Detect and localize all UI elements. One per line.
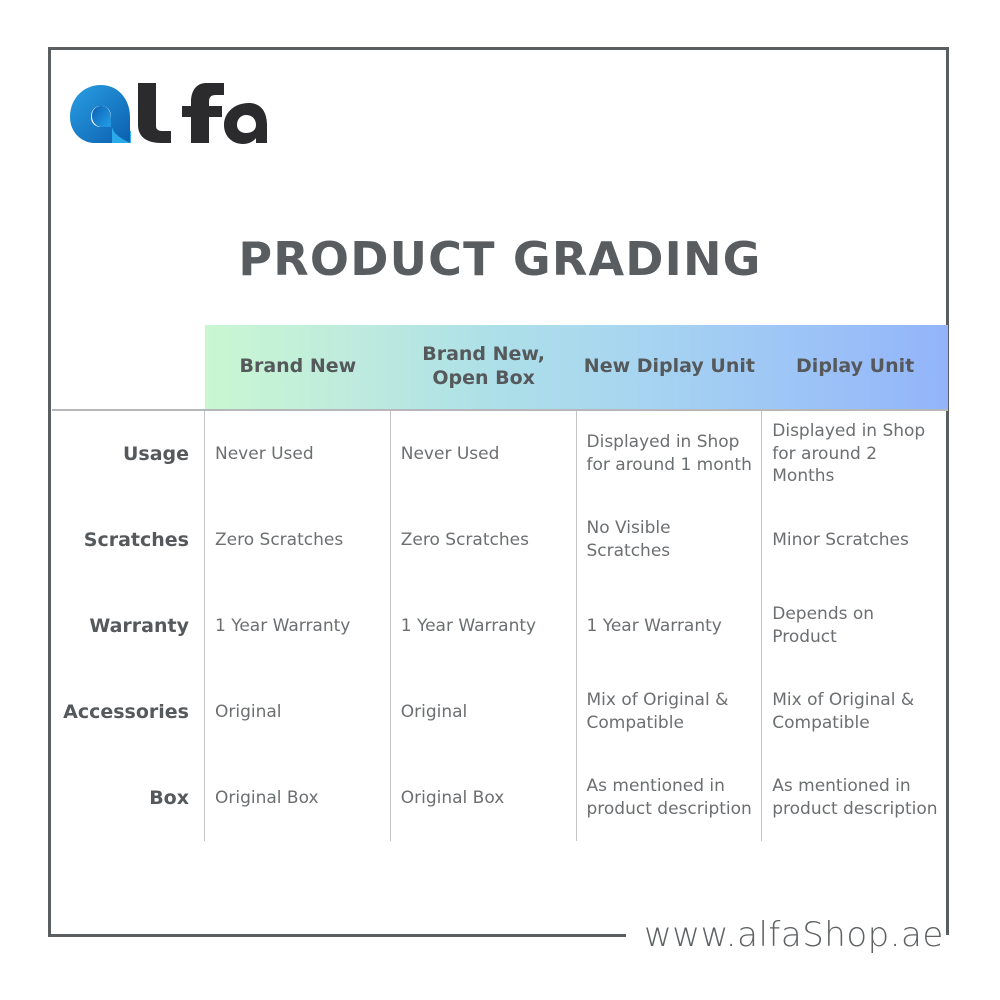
frame-border-bottom [48, 934, 626, 937]
row-label-usage: Usage [52, 411, 205, 497]
table-header-gradient-band [205, 325, 948, 409]
table-cell: Never Used [391, 411, 577, 497]
column-header-brand-new: Brand New [205, 325, 391, 409]
alfa-logo [68, 82, 268, 148]
row-label-accessories: Accessories [52, 669, 205, 755]
table-cell: Mix of Original & Compatible [577, 669, 763, 755]
column-header-brand-new-open-box: Brand New, Open Box [391, 325, 577, 409]
logo-a-mark [70, 85, 131, 143]
table-cell: 1 Year Warranty [577, 583, 763, 669]
column-header-label: New Diplay Unit [583, 355, 755, 378]
column-header-label: Brand New [239, 355, 357, 378]
table-cell: Depends on Product [772, 604, 875, 647]
column-header-new-diplay-unit: New Diplay Unit [577, 325, 763, 409]
table-body: Usage Never Used Never Used Displayed in… [52, 411, 948, 841]
product-grading-table: Brand New Brand New, Open Box New Diplay… [52, 325, 948, 845]
table-cell: Never Used [205, 411, 391, 497]
table-header-rule [52, 409, 948, 411]
page-title: PRODUCT GRADING [238, 232, 762, 286]
table-cell: As mentioned in product description [772, 776, 938, 819]
table-cell: Minor Scratches [772, 529, 909, 550]
table-cell: As mentioned in product description [577, 755, 763, 841]
frame-border-right [946, 47, 949, 935]
table-cell: 1 Year Warranty [205, 583, 391, 669]
column-header-label: Diplay Unit [796, 355, 915, 378]
row-label-scratches: Scratches [52, 497, 205, 583]
row-label-warranty: Warranty [52, 583, 205, 669]
table-cell: Zero Scratches [391, 497, 577, 583]
table-cell: 1 Year Warranty [391, 583, 577, 669]
column-header-label: Brand New, Open Box [422, 343, 545, 389]
table-cell: No Visible Scratches [577, 497, 763, 583]
table-cell: Zero Scratches [205, 497, 391, 583]
table-cell: Original [391, 669, 577, 755]
website-url: www.alfaShop.ae [644, 915, 944, 955]
table-cell: Mix of Original & Compatible [772, 690, 915, 733]
table-cell: Original Box [391, 755, 577, 841]
table-cell: Original Box [205, 755, 391, 841]
table-cell: Displayed in Shop for around 2 Months [772, 420, 926, 487]
row-label-box: Box [52, 755, 205, 841]
column-header-diplay-unit: Diplay Unit [762, 325, 948, 409]
frame-border-left [48, 47, 51, 937]
table-header-row: Brand New Brand New, Open Box New Diplay… [205, 325, 948, 409]
frame-border-top [48, 47, 949, 50]
table-cell: Displayed in Shop for around 1 month [577, 411, 763, 497]
table-cell: Original [205, 669, 391, 755]
logo-wordmark [138, 83, 267, 144]
